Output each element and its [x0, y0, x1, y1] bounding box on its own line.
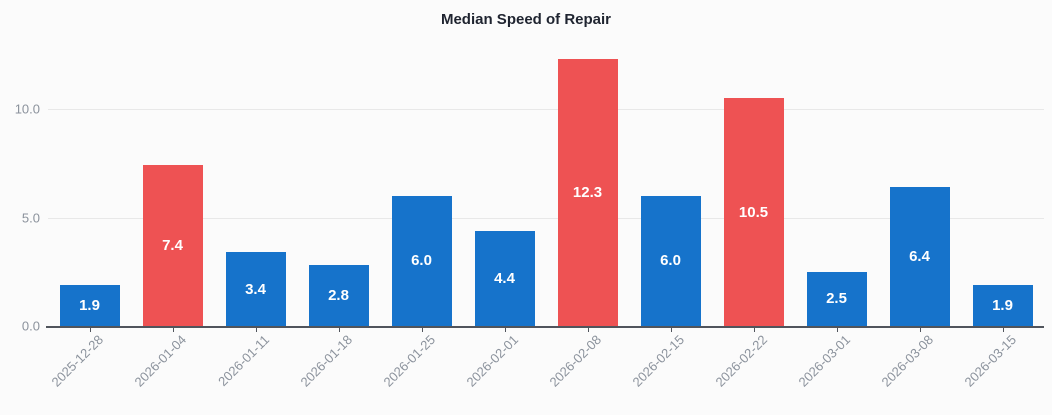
x-axis-tick-label: 2026-03-01: [795, 332, 854, 390]
bar[interactable]: 4.4: [474, 230, 535, 326]
bar-value-label: 12.3: [572, 184, 603, 202]
x-axis-tick: [670, 328, 672, 332]
bar-value-label: 7.4: [162, 237, 183, 255]
bar[interactable]: 2.5: [806, 271, 867, 326]
x-axis-tick-label: 2026-01-04: [131, 332, 190, 390]
x-axis-tick-label: 2026-03-15: [961, 332, 1020, 390]
gridline: [48, 217, 1044, 219]
y-axis-tick-label: 0.0: [21, 318, 40, 334]
bar[interactable]: 10.5: [723, 98, 784, 326]
bar-value-label: 6.4: [909, 248, 930, 266]
chart-title: Median Speed of Repair: [440, 11, 612, 28]
x-axis-tick: [89, 328, 91, 332]
bar[interactable]: 6.0: [640, 195, 701, 326]
bar[interactable]: 3.4: [225, 252, 286, 326]
x-axis-tick: [504, 328, 506, 332]
bar-value-label: 6.0: [411, 252, 432, 270]
x-axis-tick-label: 2026-02-08: [546, 332, 605, 390]
x-axis-tick-label: 2026-02-22: [712, 332, 771, 390]
bar[interactable]: 7.4: [142, 165, 203, 326]
x-axis-tick: [919, 328, 921, 332]
bar[interactable]: 1.9: [972, 284, 1033, 326]
bar-value-label: 4.4: [494, 269, 515, 287]
bar[interactable]: 2.8: [308, 265, 369, 326]
x-axis-tick-label: 2026-03-08: [878, 332, 937, 390]
bar-value-label: 2.8: [328, 287, 349, 305]
x-axis-tick-label: 2026-02-01: [463, 332, 522, 390]
x-axis-tick: [1002, 328, 1004, 332]
y-axis-tick-label: 10.0: [14, 101, 40, 117]
x-axis-tick-label: 2026-01-18: [297, 332, 356, 390]
bar-value-label: 2.5: [826, 290, 847, 308]
bar[interactable]: 6.0: [391, 195, 452, 326]
y-axis-tick-label: 5.0: [21, 210, 40, 225]
x-axis-tick-label: 2025-12-28: [48, 332, 107, 390]
bar[interactable]: 1.9: [59, 284, 120, 326]
x-axis-tick-label: 2026-01-11: [215, 332, 273, 389]
x-axis-tick: [836, 328, 838, 332]
bar[interactable]: 6.4: [889, 187, 950, 326]
x-axis-line: [46, 326, 1044, 328]
bar-value-label: 1.9: [79, 296, 100, 314]
x-axis-tick: [753, 328, 755, 332]
x-axis-tick-label: 2026-01-25: [380, 332, 439, 390]
x-axis-tick: [587, 328, 589, 332]
bar-value-label: 6.0: [660, 252, 681, 270]
bar-value-label: 10.5: [738, 203, 769, 221]
gridline: [48, 109, 1044, 110]
x-axis-tick-label: 2026-02-15: [629, 332, 688, 390]
bar[interactable]: 12.3: [557, 59, 618, 326]
x-axis-tick: [421, 328, 423, 332]
bar-value-label: 1.9: [992, 296, 1013, 314]
bar-value-label: 3.4: [245, 280, 266, 298]
x-axis-tick: [338, 328, 340, 332]
x-axis-tick: [255, 328, 257, 332]
x-axis-tick: [172, 328, 174, 332]
